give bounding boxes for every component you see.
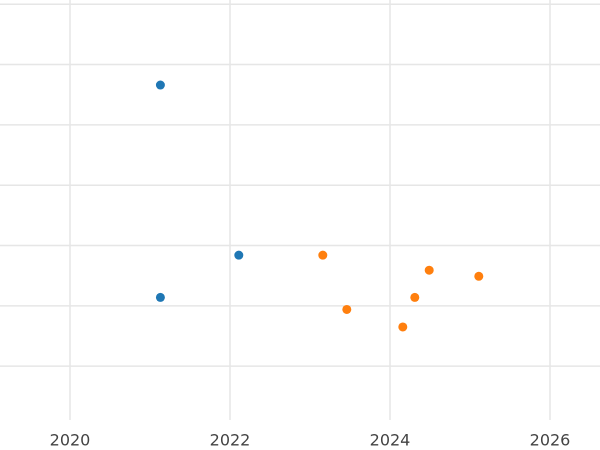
point: [474, 271, 484, 281]
x-tick-label: 2024: [370, 431, 411, 450]
point: [234, 250, 244, 260]
point: [398, 322, 408, 332]
point: [318, 250, 328, 260]
point: [342, 304, 352, 314]
point: [410, 292, 420, 302]
x-tick-label: 2022: [210, 431, 251, 450]
x-tick-label: 2020: [50, 431, 91, 450]
x-tick-label: 2026: [530, 431, 571, 450]
point: [155, 80, 165, 90]
point: [424, 265, 434, 275]
point: [155, 292, 165, 302]
